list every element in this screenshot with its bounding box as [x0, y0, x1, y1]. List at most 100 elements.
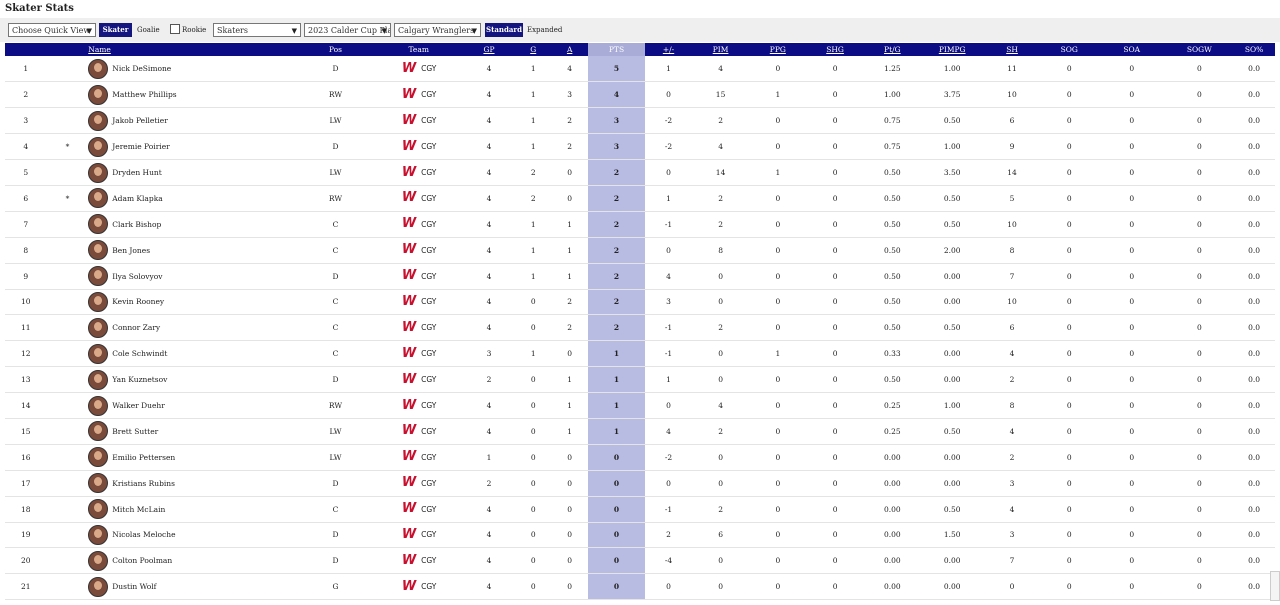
stat-sh-cell: 4: [1009, 504, 1015, 514]
stat-shg-cell: 0: [832, 90, 838, 100]
avatar: [88, 317, 109, 338]
stat-sog-cell: 0: [1066, 452, 1072, 462]
player-name-link[interactable]: Ben Jones: [112, 245, 151, 255]
team-cell: W CGY: [375, 574, 463, 600]
stat-sop-cell: 0.0: [1248, 142, 1261, 152]
player-name-link[interactable]: Mitch McLain: [112, 504, 166, 514]
col-pimpg[interactable]: PIMPG: [920, 43, 984, 56]
stat-sog-cell: 0: [1066, 401, 1072, 411]
player-name-link[interactable]: Colton Poolman: [112, 556, 173, 566]
stat-pim-cell: 14: [715, 168, 726, 177]
player-name-link[interactable]: Ilya Solovyov: [112, 271, 163, 281]
col-g[interactable]: G: [515, 43, 552, 56]
stat-gp-cell: 4: [486, 193, 492, 203]
stat-ptg-cell: 0.00: [883, 556, 901, 566]
season-value: 2023 Calder Cup Pla: [308, 26, 391, 35]
col-name[interactable]: Name: [88, 43, 297, 56]
table-row: 10 Kevin Rooney C W CGY 4 0 2 2 3 0 0 0 0.50 0.00 10 0 0 0…: [5, 289, 1275, 315]
player-name-link[interactable]: Connor Zary: [112, 323, 161, 333]
avatar: [88, 447, 109, 468]
pos-cell: RW: [328, 401, 343, 411]
player-name-link[interactable]: Jeremie Poirier: [112, 142, 170, 152]
stat-sog-cell: 0: [1066, 556, 1072, 566]
col-sh[interactable]: SH: [983, 43, 1041, 56]
player-name-link[interactable]: Cole Schwindt: [112, 349, 168, 359]
pos-cell: C: [332, 297, 339, 307]
rookie-checkbox[interactable]: [170, 24, 180, 34]
table-row: 1 Nick DeSimone D W CGY 4 1 4 5 1 4 0 0 1.25 1.00 11 0 0 0…: [5, 56, 1275, 82]
player-name-link[interactable]: Dryden Hunt: [112, 168, 162, 177]
stat-sop-cell: 0.0: [1248, 426, 1261, 436]
col-plus-minus[interactable]: +/-: [645, 43, 692, 56]
goalie-button[interactable]: Goalie: [137, 26, 160, 34]
stat-sog-cell: 0: [1066, 504, 1072, 514]
col-ppg[interactable]: PPG: [749, 43, 807, 56]
stat-a-cell: 0: [567, 530, 573, 540]
col-a[interactable]: A: [551, 43, 588, 56]
stat-sh-cell: 4: [1009, 349, 1015, 359]
player-name-link[interactable]: Clark Bishop: [112, 219, 162, 229]
team-abbr: CGY: [421, 90, 437, 100]
stat-sog-cell: 0: [1066, 193, 1072, 203]
stat-sogw-cell: 0: [1197, 349, 1202, 359]
player-name-link[interactable]: Kristians Rubins: [112, 478, 175, 488]
team-abbr: CGY: [421, 530, 437, 540]
stat-ppg-cell: 0: [775, 323, 781, 333]
stat-sop-cell: 0.0: [1248, 375, 1261, 385]
player-name-link[interactable]: Jakob Pelletier: [112, 116, 168, 126]
stat-soa-cell: 0: [1129, 556, 1135, 566]
stat-sh-cell: 8: [1009, 245, 1015, 255]
stat-ptg-cell: 0.75: [883, 142, 901, 152]
table-row: 21 Dustin Wolf G W CGY 4 0 0 0 0 0 0 0 0.00 0.00 0 0 0 0 0.…: [5, 573, 1275, 600]
player-name-link[interactable]: Nick DeSimone: [112, 64, 172, 74]
stat-ptg-cell: 0.00: [883, 452, 901, 462]
avatar: [88, 240, 109, 261]
rank-cell: 19: [21, 530, 31, 540]
stat-pimpg-cell: 2.00: [943, 245, 961, 255]
player-name-link[interactable]: Matthew Phillips: [112, 90, 177, 100]
rank-cell: 8: [23, 245, 29, 255]
stat-gp-cell: 2: [486, 478, 492, 488]
col-pim[interactable]: PIM: [691, 43, 750, 56]
player-name-link[interactable]: Yan Kuznetsov: [112, 375, 168, 385]
player-name-link[interactable]: Adam Klapka: [112, 193, 163, 203]
rank-cell: 16: [21, 452, 31, 462]
skater-button[interactable]: Skater: [99, 23, 132, 37]
col-pts[interactable]: PTS: [587, 43, 646, 56]
stat-sop-cell: 0.0: [1248, 530, 1261, 540]
col-ptg[interactable]: Pt/G: [863, 43, 921, 56]
stat-g-cell: 0: [530, 530, 536, 540]
team-cell: W CGY: [375, 134, 463, 160]
chevron-down-icon: ▼: [471, 27, 477, 35]
wranglers-logo-icon: W: [401, 216, 417, 232]
col-gp[interactable]: GP: [462, 43, 516, 56]
avatar: [88, 369, 109, 390]
stat-gp-cell: 4: [486, 142, 492, 152]
player-name-link[interactable]: Kevin Rooney: [112, 297, 165, 307]
team-abbr: CGY: [421, 323, 437, 333]
standard-button[interactable]: Standard: [485, 23, 523, 37]
quick-view-select[interactable]: Choose Quick View ▼: [8, 23, 96, 37]
expanded-button[interactable]: Expanded: [527, 26, 563, 34]
chevron-down-icon: ▼: [291, 27, 297, 35]
season-select[interactable]: 2023 Calder Cup Pla ▼: [304, 23, 391, 37]
stat-sogw-cell: 0: [1197, 219, 1202, 229]
player-name-link[interactable]: Walker Duehr: [112, 401, 165, 411]
recaptcha-badge[interactable]: [1270, 571, 1280, 601]
col-shg[interactable]: SHG: [806, 43, 864, 56]
stat-sh-cell: 10: [1007, 297, 1017, 307]
stat-pts-cell: 0: [587, 496, 646, 523]
stat-pim-cell: 2: [718, 323, 723, 333]
player-type-select[interactable]: Skaters ▼: [213, 23, 301, 37]
team-abbr: CGY: [421, 504, 437, 514]
stat-sog-cell: 0: [1066, 168, 1072, 177]
table-row: 2 Matthew Phillips RW W CGY 4 1 3 4 0 15 1 0 1.00 3.75…: [5, 81, 1275, 108]
stat-sog-cell: 0: [1066, 349, 1072, 359]
player-name-link[interactable]: Dustin Wolf: [112, 582, 157, 592]
player-name-link[interactable]: Brett Sutter: [112, 426, 159, 436]
team-select[interactable]: Calgary Wranglers ▼: [394, 23, 481, 37]
player-name-link[interactable]: Nicolas Meloche: [112, 530, 176, 540]
player-name-link[interactable]: Emilio Pettersen: [112, 452, 176, 462]
team-abbr: CGY: [421, 64, 437, 74]
team-cell: W CGY: [375, 263, 463, 289]
